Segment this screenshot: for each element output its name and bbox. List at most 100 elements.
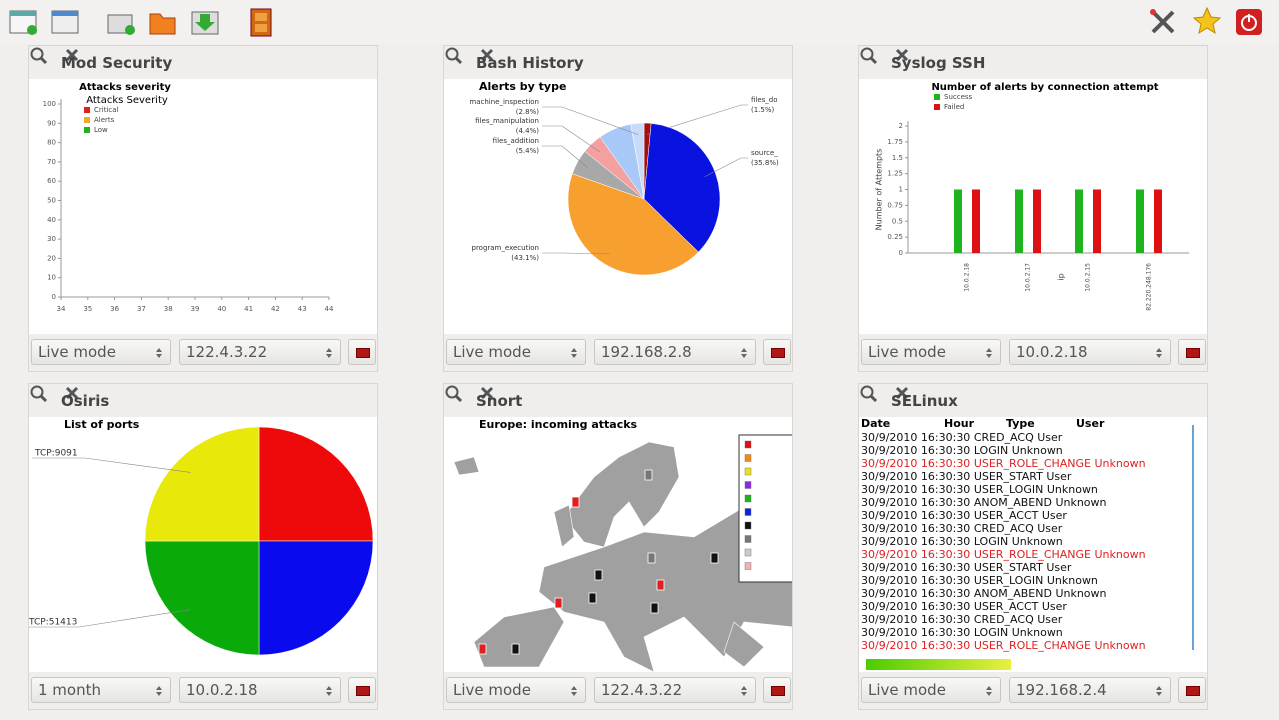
icon-open[interactable]	[51, 10, 79, 34]
table-cell: 30/9/2010	[861, 470, 918, 483]
table-cell: 16:30:30	[920, 509, 971, 522]
table-cell: USER_START	[973, 561, 1043, 574]
close-cross[interactable]	[65, 386, 79, 400]
bar	[1015, 189, 1023, 253]
table-cell: 30/9/2010	[861, 483, 918, 496]
close-cross[interactable]	[895, 386, 909, 400]
legend-swatch	[84, 107, 90, 113]
action-button[interactable]	[763, 339, 791, 365]
attack-marker	[588, 592, 597, 604]
table-cell: USER_ROLE_CHANGE	[973, 548, 1091, 561]
pie-slice	[258, 426, 374, 542]
attack-marker	[650, 602, 659, 614]
close-button[interactable]	[65, 386, 79, 400]
table-cell: 16:30:30	[920, 431, 971, 444]
panel-title: SELinux	[891, 392, 958, 410]
zoom-handle[interactable]	[39, 56, 48, 65]
panel: Syslog SSH Number of alerts by connection…	[858, 45, 1208, 372]
icon-tools[interactable]	[1150, 9, 1175, 34]
x-tick-label: 36	[110, 305, 119, 313]
close-cross[interactable]	[65, 48, 79, 62]
zoom-handle[interactable]	[454, 56, 463, 65]
table-row: 30/9/2010 16:30:30 LOGIN Unknown	[861, 535, 1146, 548]
panel: Bash History Alerts by type files_do (1.5%)…	[443, 45, 793, 372]
zoom-button[interactable]	[30, 385, 48, 403]
panel-footer: Live mode 10.0.2.18	[859, 334, 1207, 371]
close-button[interactable]	[895, 386, 909, 400]
zoom-lens[interactable]	[445, 385, 459, 399]
zoom-lens[interactable]	[860, 47, 874, 61]
close-cross[interactable]	[480, 386, 494, 400]
x-tick-label: 37	[137, 305, 146, 313]
zoom-button[interactable]	[860, 47, 878, 65]
action-button[interactable]	[1178, 339, 1206, 365]
icon-new[interactable]	[9, 10, 37, 35]
zoom-button[interactable]	[860, 385, 878, 403]
close-button[interactable]	[895, 48, 909, 62]
zoom-lens[interactable]	[860, 385, 874, 399]
zoom-lens[interactable]	[445, 47, 459, 61]
close-button[interactable]	[65, 48, 79, 62]
slice-label: source_	[751, 149, 778, 157]
close-cross[interactable]	[895, 48, 909, 62]
map-legend-swatch	[744, 481, 752, 489]
mode-select[interactable]: Live mode	[31, 339, 171, 365]
zoom-handle[interactable]	[454, 394, 463, 403]
panel-icons	[30, 47, 79, 65]
table-row: 30/9/2010 16:30:30 USER_ACCT User	[861, 509, 1146, 522]
mode-select[interactable]: Live mode	[446, 339, 586, 365]
target-select[interactable]: 192.168.2.8	[594, 339, 756, 365]
mode-select[interactable]: Live mode	[446, 677, 586, 703]
leader-line	[542, 145, 588, 168]
chart-title: List of ports	[64, 418, 140, 431]
target-select[interactable]: 192.168.2.4	[1009, 677, 1171, 703]
icon-folder[interactable]	[149, 13, 176, 35]
leader-line	[542, 252, 610, 255]
icon-add[interactable]	[107, 14, 135, 35]
target-select[interactable]: 10.0.2.18	[1009, 339, 1171, 365]
icon-star[interactable]	[1192, 6, 1222, 35]
zoom-handle[interactable]	[39, 394, 48, 403]
mode-select[interactable]: 1 month	[31, 677, 171, 703]
icon-download[interactable]	[191, 11, 219, 35]
target-select[interactable]: 122.4.3.22	[594, 677, 756, 703]
zoom-lens[interactable]	[30, 47, 44, 61]
x-tick-label: 40	[217, 305, 226, 313]
zoom-handle[interactable]	[869, 394, 878, 403]
action-button[interactable]	[763, 677, 791, 703]
table-cell: 16:30:30	[920, 522, 971, 535]
slice-label: program_execution	[472, 244, 540, 252]
x-tick-label: 44	[325, 305, 334, 313]
chart-title: Number of alerts by connection attempt	[931, 82, 1158, 93]
zoom-button[interactable]	[30, 47, 48, 65]
action-button[interactable]	[1178, 677, 1206, 703]
close-cross[interactable]	[480, 48, 494, 62]
icon-film[interactable]	[250, 8, 272, 37]
chart-title: Europe: incoming attacks	[479, 418, 638, 431]
mode-select[interactable]: Live mode	[861, 339, 1001, 365]
map-legend-swatch	[744, 548, 752, 557]
zoom-button[interactable]	[445, 385, 463, 403]
table-row: 30/9/2010 16:30:30 USER_LOGIN Unknown	[861, 574, 1146, 587]
zoom-handle[interactable]	[869, 56, 878, 65]
land	[453, 456, 480, 476]
target-select[interactable]: 10.0.2.18	[179, 677, 341, 703]
close-button[interactable]	[480, 386, 494, 400]
table-cell: CRED_ACQ	[973, 522, 1034, 535]
chart: List of ports TCP:51413 TCP:9091	[29, 418, 374, 656]
table-cell: 16:30:30	[920, 600, 971, 613]
mode-select[interactable]: Live mode	[861, 677, 1001, 703]
panel-title: Osiris	[61, 392, 110, 410]
action-button[interactable]	[348, 339, 376, 365]
icon-power[interactable]	[1236, 9, 1262, 35]
table-cell: User	[1046, 470, 1072, 483]
zoom-lens[interactable]	[30, 385, 44, 399]
table-row: 30/9/2010 16:30:30 ANOM_ABEND Unknown	[861, 496, 1146, 509]
target-select[interactable]: 122.4.3.22	[179, 339, 341, 365]
close-button[interactable]	[480, 48, 494, 62]
selinux-table: Date Hour Type User 30/9/2010 16:30:30 CRED_…	[861, 417, 1146, 652]
leader-line	[542, 125, 600, 153]
zoom-button[interactable]	[445, 47, 463, 65]
action-button[interactable]	[348, 677, 376, 703]
